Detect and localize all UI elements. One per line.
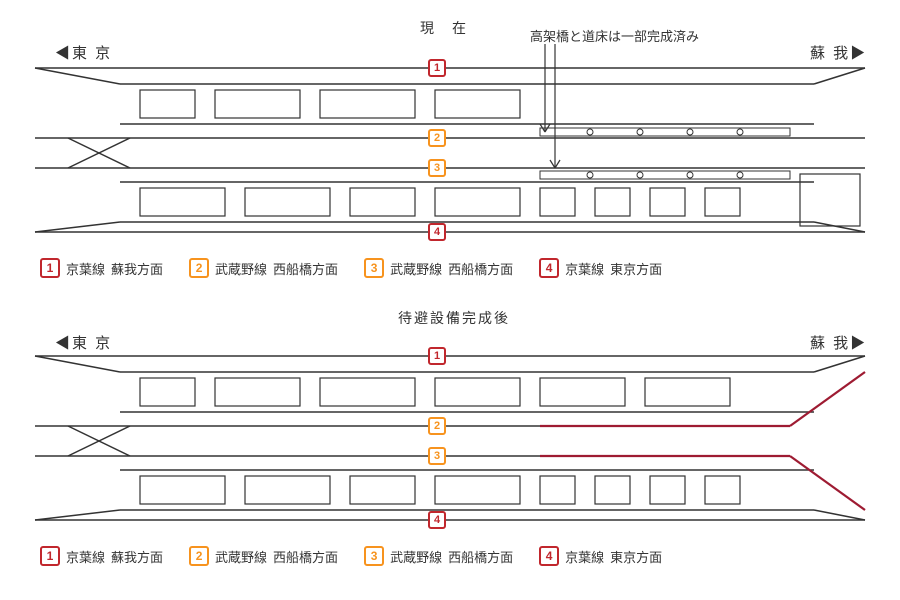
legend-badge: 4 [539,258,559,278]
legend-item-2: 2 武蔵野線西船橋方面 [189,546,354,566]
track-badge-4: 4 [428,511,446,529]
panel-current: 現 在 高架橋と道床は一部完成済み ◀東 京 蘇 我▶ 1234 1京葉線蘇我方… [0,0,900,298]
track-badge-1: 1 [428,59,446,77]
legend-badge: 3 [364,258,384,278]
legend-line: 京葉線 [66,259,105,278]
track-badge-2: 2 [428,129,446,147]
legend-badge: 2 [189,546,209,566]
diagram-current [0,0,900,298]
legend-badge: 1 [40,258,60,278]
track-badge-3: 3 [428,159,446,177]
legend-line: 京葉線 [565,259,604,278]
legend-item-4: 4 京葉線東京方面 [539,258,678,278]
legend-item-3: 3 武蔵野線西船橋方面 [364,258,529,278]
legend-line: 武蔵野線 [215,547,267,566]
legend-after: 1京葉線蘇我方面2武蔵野線西船橋方面3武蔵野線西船橋方面4京葉線東京方面 [40,546,678,566]
track-badge-3: 3 [428,447,446,465]
legend-dir: 蘇我方面 [111,547,163,566]
track-badge-1: 1 [428,347,446,365]
legend-item-3: 3 武蔵野線西船橋方面 [364,546,529,566]
legend-item-2: 2 武蔵野線西船橋方面 [189,258,354,278]
legend-dir: 東京方面 [610,547,662,566]
legend-dir: 西船橋方面 [448,259,513,278]
legend-item-1: 1 京葉線蘇我方面 [40,546,179,566]
legend-current: 1京葉線蘇我方面2武蔵野線西船橋方面3武蔵野線西船橋方面4京葉線東京方面 [40,258,678,278]
legend-badge: 2 [189,258,209,278]
legend-badge: 3 [364,546,384,566]
legend-line: 京葉線 [565,547,604,566]
track-badge-4: 4 [428,223,446,241]
legend-line: 武蔵野線 [390,259,442,278]
legend-item-1: 1 京葉線蘇我方面 [40,258,179,278]
legend-line: 京葉線 [66,547,105,566]
legend-dir: 西船橋方面 [273,547,338,566]
legend-line: 武蔵野線 [390,547,442,566]
panel-after: 待避設備完成後 ◀東 京 蘇 我▶ 1234 1京葉線蘇我方面2武蔵野線西船橋方… [0,298,900,600]
track-badge-2: 2 [428,417,446,435]
legend-badge: 4 [539,546,559,566]
legend-item-4: 4 京葉線東京方面 [539,546,678,566]
legend-dir: 東京方面 [610,259,662,278]
legend-dir: 西船橋方面 [273,259,338,278]
legend-dir: 西船橋方面 [448,547,513,566]
legend-line: 武蔵野線 [215,259,267,278]
legend-badge: 1 [40,546,60,566]
legend-dir: 蘇我方面 [111,259,163,278]
